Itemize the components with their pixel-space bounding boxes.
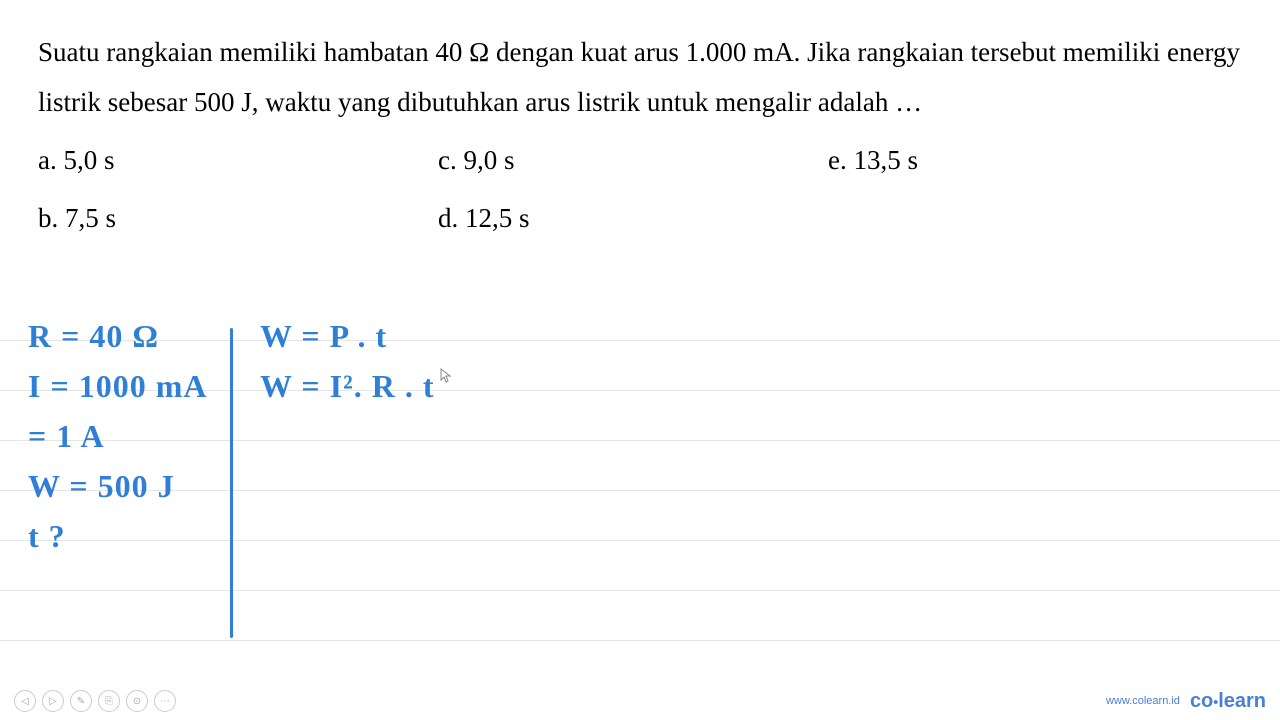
nav-copy-button[interactable]: ⎘: [98, 690, 120, 712]
option-b: b. 7,5 s: [38, 194, 438, 244]
given-t: t ?: [28, 518, 66, 555]
option-c: c. 9,0 s: [438, 136, 828, 186]
options-row-1: a. 5,0 s c. 9,0 s e. 13,5 s: [38, 136, 1242, 186]
given-r: R = 40 Ω: [28, 318, 159, 355]
brand-logo-part2: learn: [1218, 690, 1266, 712]
question-text: Suatu rangkaian memiliki hambatan 40 Ω d…: [38, 28, 1242, 128]
bottom-bar: ◁ ▷ ✎ ⎘ ⊙ ⋯ www.colearn.id co•learn: [0, 682, 1280, 720]
brand-logo: co•learn: [1190, 690, 1266, 713]
option-a: a. 5,0 s: [38, 136, 438, 186]
given-w: W = 500 J: [28, 468, 175, 505]
given-i-conv: = 1 A: [28, 418, 105, 455]
nav-more-button[interactable]: ⋯: [154, 690, 176, 712]
question-area: Suatu rangkaian memiliki hambatan 40 Ω d…: [0, 0, 1280, 254]
work-area: R = 40 Ω I = 1000 mA = 1 A W = 500 J t ?…: [0, 320, 1280, 670]
cursor-icon: [440, 368, 452, 389]
nav-prev-button[interactable]: ◁: [14, 690, 36, 712]
nav-next-button[interactable]: ▷: [42, 690, 64, 712]
vertical-divider: [230, 328, 233, 638]
option-e: e. 13,5 s: [828, 136, 1242, 186]
nav-controls: ◁ ▷ ✎ ⎘ ⊙ ⋯: [14, 690, 176, 712]
ruled-line: [0, 640, 1280, 641]
ruled-line: [0, 340, 1280, 341]
ruled-line: [0, 440, 1280, 441]
ruled-line: [0, 490, 1280, 491]
brand-url: www.colearn.id: [1106, 695, 1180, 707]
brand-logo-part1: co: [1190, 690, 1213, 712]
formula-w-pt: W = P . t: [260, 318, 387, 355]
option-d: d. 12,5 s: [438, 194, 828, 244]
formula-w-irt: W = I². R . t: [260, 368, 434, 405]
nav-zoom-button[interactable]: ⊙: [126, 690, 148, 712]
given-i: I = 1000 mA: [28, 368, 207, 405]
ruled-line: [0, 590, 1280, 591]
ruled-line: [0, 540, 1280, 541]
options-row-2: b. 7,5 s d. 12,5 s: [38, 194, 1242, 244]
brand-area: www.colearn.id co•learn: [1106, 690, 1266, 713]
nav-edit-button[interactable]: ✎: [70, 690, 92, 712]
